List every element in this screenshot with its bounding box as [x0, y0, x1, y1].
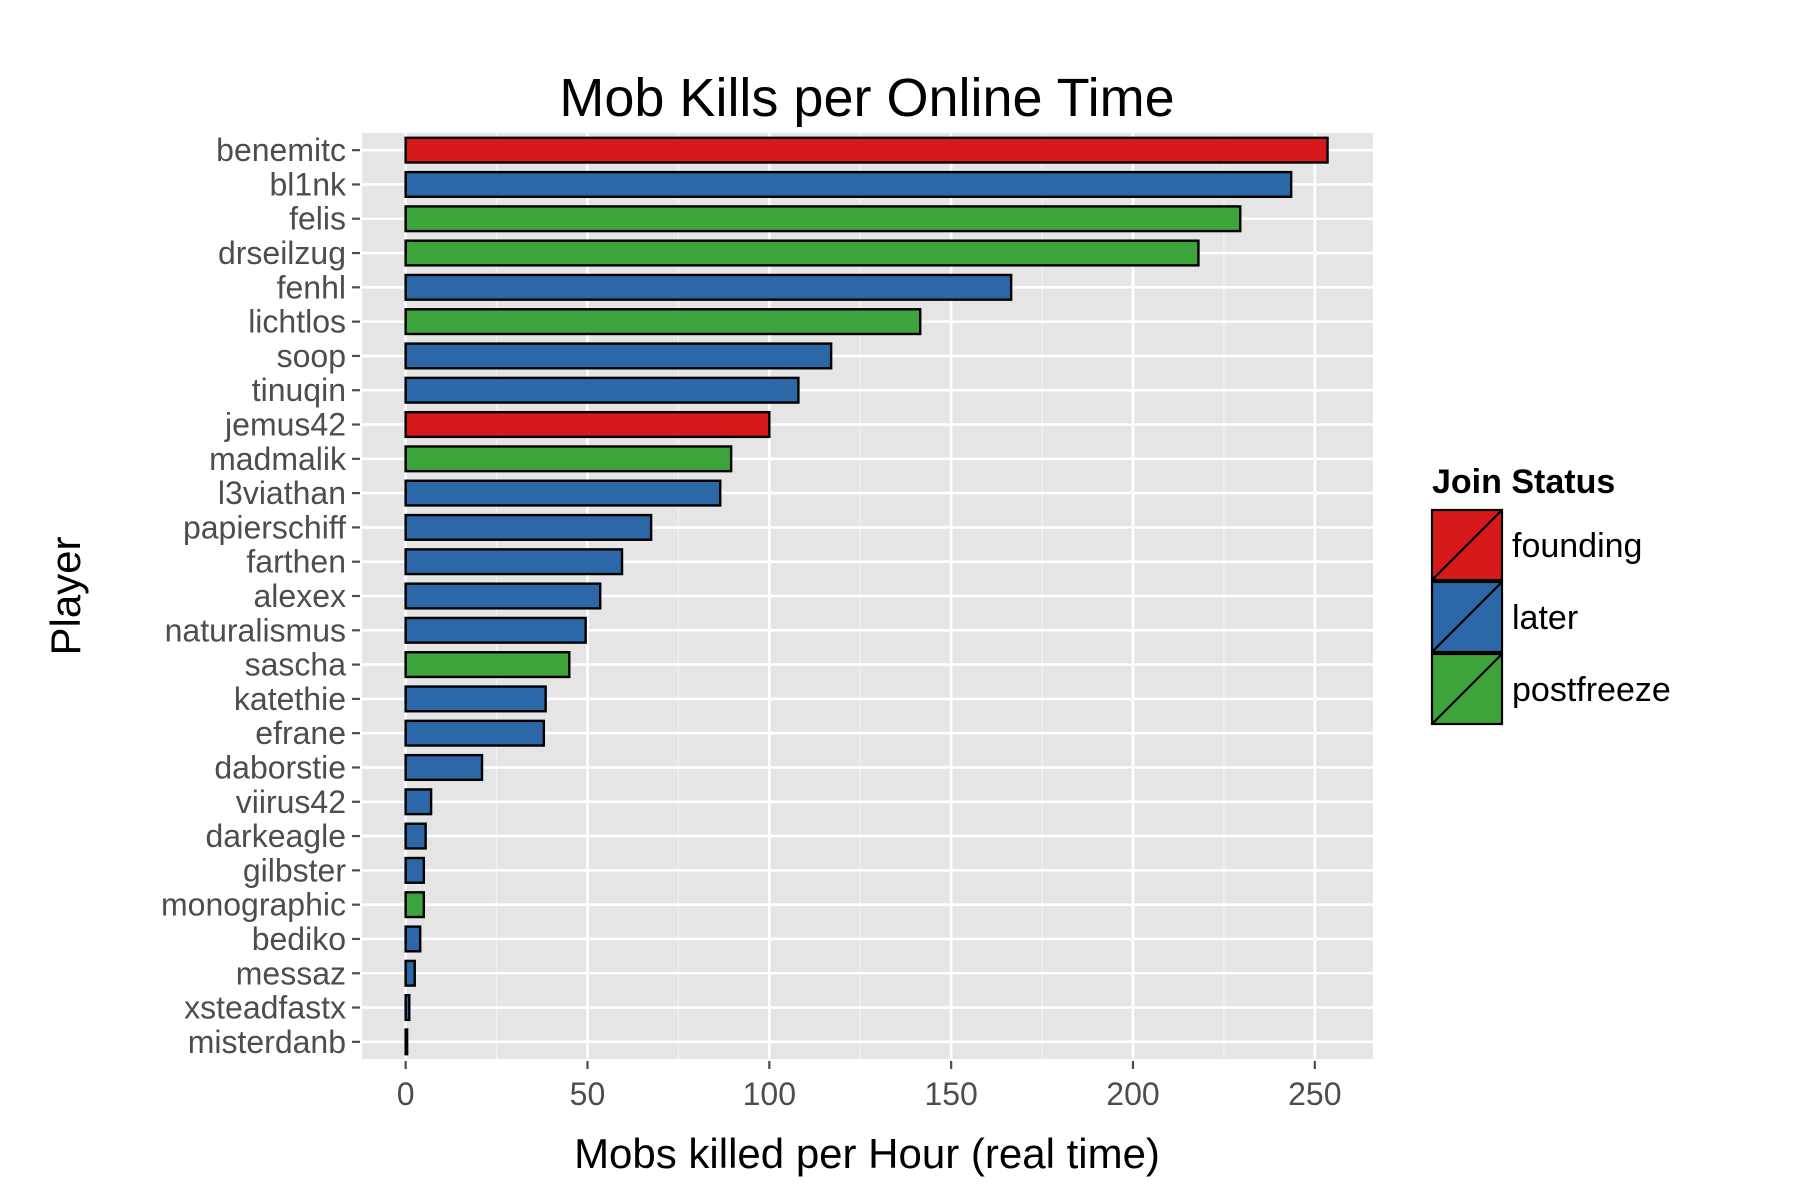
x-axis: 0 50 100 150 200 250: [397, 1061, 1342, 1112]
bar-lichtlos: [404, 308, 922, 336]
y-tick-label: drseilzug: [218, 235, 346, 271]
bar-bediko: [404, 925, 422, 953]
y-tick-label: viirus42: [236, 784, 346, 820]
legend-key-slash: [1431, 581, 1503, 653]
y-tick-label: felis: [289, 201, 346, 237]
y-tick-label: messaz: [236, 955, 346, 991]
bar-xsteadfastx: [404, 994, 411, 1022]
x-axis-title: Mobs killed per Hour (real time): [574, 1130, 1160, 1177]
y-tick-label: soop: [277, 338, 346, 374]
bar-madmalik: [404, 445, 733, 473]
bar-drseilzug: [404, 239, 1200, 267]
bar-efrane: [404, 719, 546, 747]
y-tick-label: gilbster: [243, 852, 347, 888]
y-tick-label: madmalik: [209, 441, 347, 477]
x-tick-label: 250: [1288, 1076, 1341, 1112]
y-tick-label: fenhl: [277, 269, 346, 305]
bars-layer: [404, 136, 1329, 1056]
bar-felis: [404, 205, 1242, 233]
bar-misterdanb: [404, 1028, 409, 1056]
bar-viirus42: [404, 788, 433, 816]
legend-label-postfreeze: postfreeze: [1512, 671, 1671, 709]
bar-gilbster: [404, 856, 426, 884]
y-axis-title: Player: [42, 536, 89, 655]
bar-monographic: [404, 891, 426, 919]
y-tick-label: l3viathan: [218, 475, 346, 511]
legend-key-slash: [1431, 653, 1503, 725]
bar-farthen: [404, 548, 624, 576]
bar-l3viathan: [404, 479, 722, 507]
x-tick-label: 50: [570, 1076, 606, 1112]
y-axis: benemitcbl1nkfelisdrseilzugfenhllichtlos…: [161, 132, 360, 1060]
bar-fenhl: [404, 273, 1013, 301]
bar-sascha: [404, 651, 571, 679]
bar-jemus42: [404, 410, 771, 439]
y-tick-label: farthen: [246, 544, 346, 580]
y-tick-label: naturalismus: [165, 612, 346, 648]
y-tick-label: tinuqin: [252, 372, 346, 408]
y-tick-label: daborstie: [214, 749, 346, 785]
y-tick-label: benemitc: [216, 132, 346, 168]
bar-benemitc: [404, 136, 1329, 164]
bar-darkeagle: [404, 822, 427, 850]
y-tick-label: monographic: [161, 887, 346, 923]
y-tick-label: jemus42: [224, 407, 346, 443]
y-tick-label: alexex: [254, 578, 347, 614]
y-tick-label: sascha: [245, 647, 347, 683]
legend-title: Join Status: [1432, 463, 1615, 501]
x-tick-label: 100: [743, 1076, 796, 1112]
y-tick-label: xsteadfastx: [184, 990, 346, 1026]
y-tick-label: bediko: [252, 921, 346, 957]
bar-soop: [404, 342, 833, 370]
x-tick-label: 200: [1106, 1076, 1159, 1112]
y-tick-label: efrane: [255, 715, 346, 751]
y-tick-label: bl1nk: [270, 166, 348, 202]
y-tick-label: darkeagle: [205, 818, 346, 854]
bar-katethie: [404, 685, 547, 713]
y-tick-label: katethie: [234, 681, 346, 717]
bar-bl1nk: [404, 170, 1293, 198]
bar-messaz: [404, 959, 416, 987]
bar-tinuqin: [404, 376, 800, 404]
bar-alexex: [404, 582, 602, 610]
y-tick-label: lichtlos: [248, 304, 346, 340]
chart-title: Mob Kills per Online Time: [559, 68, 1174, 128]
legend-key-slash: [1431, 509, 1503, 581]
bar-papierschiff: [404, 513, 653, 541]
legend: Join Status founding later postfreeze: [1430, 463, 1671, 726]
y-tick-label: misterdanb: [188, 1024, 346, 1060]
y-tick-label: papierschiff: [183, 509, 346, 545]
legend-label-later: later: [1512, 599, 1578, 637]
bar-naturalismus: [404, 616, 587, 644]
legend-label-founding: founding: [1512, 527, 1642, 565]
bar-daborstie: [404, 753, 484, 782]
x-tick-label: 0: [397, 1076, 415, 1112]
x-tick-label: 150: [924, 1076, 977, 1112]
